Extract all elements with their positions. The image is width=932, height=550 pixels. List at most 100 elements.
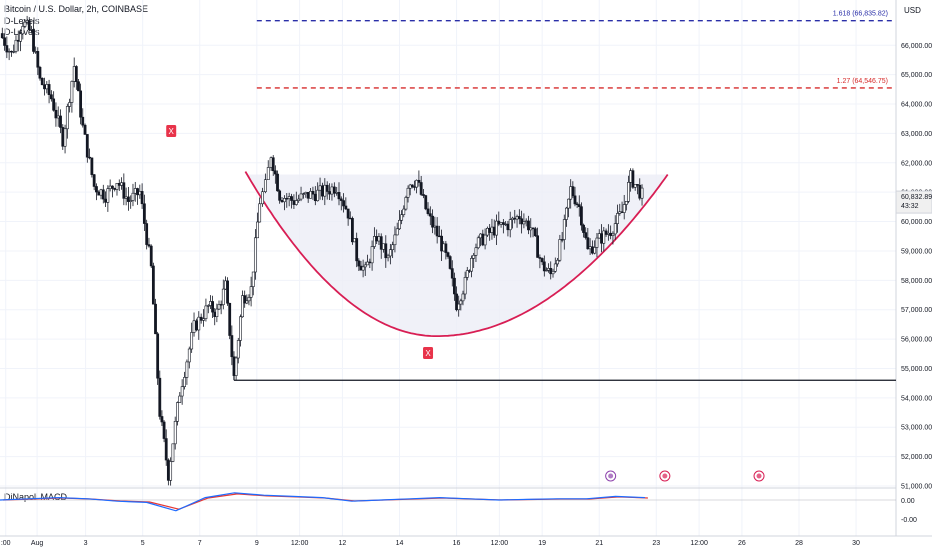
indicator-label-1[interactable]: D-Levels bbox=[4, 16, 40, 26]
candle-body bbox=[162, 421, 166, 439]
y-tick-label: 51,000.00 bbox=[901, 484, 932, 491]
candle-body bbox=[142, 203, 146, 224]
macd-signal-line bbox=[2, 493, 648, 510]
candle-body bbox=[318, 185, 322, 191]
candle-body bbox=[463, 277, 467, 295]
candle-body bbox=[624, 201, 628, 205]
candle-body bbox=[633, 184, 637, 188]
candle-body bbox=[616, 213, 619, 224]
y-tick-label: 65,000.00 bbox=[901, 72, 932, 79]
candle-body bbox=[391, 244, 395, 251]
candle-body bbox=[472, 254, 476, 259]
y-tick-label: 53,000.00 bbox=[901, 425, 932, 432]
candle-body bbox=[166, 459, 170, 481]
candle-body bbox=[243, 295, 247, 304]
candle-body bbox=[424, 195, 428, 210]
candle-body bbox=[43, 84, 46, 90]
candle-body bbox=[600, 233, 603, 244]
candle-body bbox=[640, 187, 644, 199]
candle-body bbox=[276, 173, 279, 192]
y-tick-label: 56,000.00 bbox=[901, 337, 932, 344]
candle-body bbox=[379, 236, 383, 250]
candle-body bbox=[573, 195, 577, 205]
candle-body bbox=[459, 300, 463, 305]
candle-body bbox=[357, 260, 361, 267]
last-price-value: 60,832.89 bbox=[901, 194, 932, 201]
candle-body bbox=[363, 264, 367, 268]
candle-body bbox=[629, 170, 633, 183]
x-tick-label: 14 bbox=[396, 540, 404, 547]
candle-body bbox=[504, 223, 508, 226]
candle-body bbox=[14, 39, 18, 52]
x-tick-label: 23 bbox=[652, 540, 660, 547]
candle-body bbox=[90, 157, 94, 175]
signal-marker bbox=[166, 125, 177, 137]
signal-marker-label: X bbox=[425, 349, 431, 358]
candle-body bbox=[65, 106, 69, 130]
candle-body bbox=[492, 226, 496, 236]
candle-body bbox=[395, 228, 399, 236]
candle-body bbox=[79, 90, 83, 118]
candle-body bbox=[582, 224, 585, 233]
currency-label[interactable]: USD bbox=[904, 6, 921, 15]
candle-body bbox=[292, 200, 296, 205]
candle-body bbox=[622, 204, 626, 213]
candle-body bbox=[236, 340, 240, 359]
candle-body bbox=[511, 217, 514, 220]
candle-body bbox=[187, 348, 191, 363]
candle-body bbox=[190, 332, 194, 350]
x-tick-label: 7 bbox=[198, 540, 202, 547]
candle-body bbox=[138, 191, 142, 196]
candle-body bbox=[361, 266, 365, 271]
candle-body bbox=[461, 293, 465, 302]
macd-label[interactable]: DiNapoli MACD bbox=[4, 492, 68, 502]
candle-body bbox=[92, 174, 96, 187]
candle-body bbox=[70, 81, 74, 103]
fib-level-label: 1.27 (64,546.75) bbox=[837, 78, 888, 85]
candle-body bbox=[36, 51, 40, 68]
candle-body bbox=[302, 193, 305, 195]
candle-body bbox=[323, 184, 327, 197]
candle-body bbox=[287, 196, 291, 199]
candle-body bbox=[533, 228, 537, 237]
candle-body bbox=[490, 226, 494, 233]
candle-body bbox=[522, 221, 526, 225]
candle-body bbox=[183, 377, 186, 387]
candle-body bbox=[180, 386, 184, 397]
candle-body bbox=[584, 232, 588, 238]
event-icon-dot bbox=[756, 473, 762, 479]
candle-body bbox=[140, 191, 144, 205]
candle-body bbox=[169, 461, 173, 481]
candle-body bbox=[88, 156, 92, 159]
candle-body bbox=[325, 184, 329, 192]
candle-body bbox=[479, 233, 482, 239]
candle-body bbox=[120, 182, 123, 186]
signal-marker-label: X bbox=[169, 127, 175, 136]
candle-body bbox=[241, 295, 244, 318]
candle-body bbox=[27, 20, 31, 31]
x-tick-label: 26 bbox=[738, 540, 746, 547]
candle-body bbox=[372, 236, 376, 247]
candle-body bbox=[540, 258, 544, 263]
candle-body bbox=[40, 77, 44, 86]
candle-body bbox=[560, 239, 564, 241]
candle-body bbox=[56, 115, 60, 119]
candle-body bbox=[234, 357, 238, 376]
candle-body bbox=[415, 179, 419, 188]
candle-body bbox=[101, 189, 105, 200]
candle-body bbox=[85, 134, 89, 158]
candle-body bbox=[136, 188, 139, 196]
candle-body bbox=[297, 198, 301, 201]
candle-body bbox=[251, 271, 255, 287]
candle-body bbox=[131, 192, 135, 201]
candle-body bbox=[316, 189, 320, 202]
x-tick-label: 12:00 bbox=[690, 540, 708, 547]
candle-body bbox=[370, 246, 374, 264]
candle-body bbox=[199, 316, 203, 321]
candle-body bbox=[16, 39, 20, 42]
x-tick-label: 30 bbox=[852, 540, 860, 547]
candle-body bbox=[483, 234, 487, 246]
y-tick-label: 54,000.00 bbox=[901, 395, 932, 402]
candle-body bbox=[147, 244, 151, 247]
